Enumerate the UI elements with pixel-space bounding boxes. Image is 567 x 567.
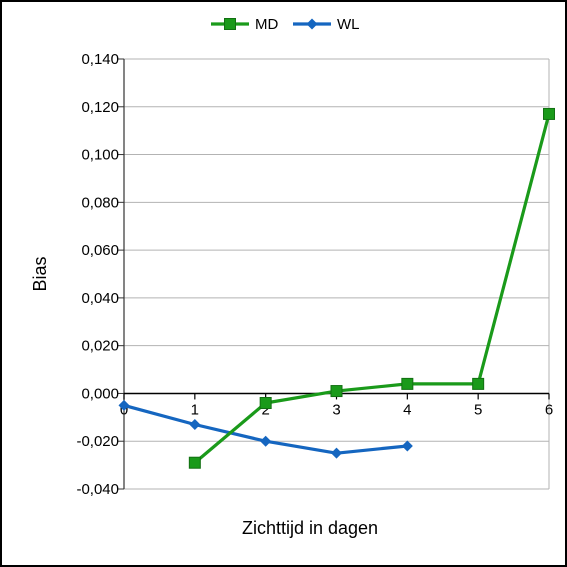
data-point-square	[188, 456, 201, 469]
axes	[118, 58, 550, 490]
data-point-square	[330, 385, 343, 398]
y-tick-label: -0,020	[76, 433, 119, 450]
x-tick-label: 6	[545, 401, 553, 418]
y-tick-label: 0,020	[81, 338, 119, 355]
x-tick-label: 1	[191, 401, 199, 418]
data-point-square	[401, 377, 414, 390]
y-tick-label: 0,060	[81, 242, 119, 259]
y-tick-label: -0,040	[76, 481, 119, 498]
data-series	[118, 107, 555, 469]
series-line-md	[193, 113, 551, 464]
x-axis-title: Zichttijd in dagen	[242, 518, 378, 538]
x-tick-label: 3	[332, 401, 340, 418]
data-point-square	[472, 377, 485, 390]
data-point-diamond	[401, 440, 413, 452]
data-point-square	[259, 397, 272, 409]
data-point-diamond	[118, 399, 130, 411]
legend-label: MD	[255, 16, 278, 33]
y-tick-labels: 0,140 0,120 0,100 0,080 0,060 0,040 0,020 0,000…	[76, 51, 119, 498]
y-tick-label: 0,100	[81, 147, 119, 164]
data-point-diamond	[260, 435, 272, 447]
y-tick-label: 0,040	[81, 290, 119, 307]
data-point-diamond	[189, 419, 201, 430]
data-point-diamond	[306, 18, 318, 30]
legend-item-md: MD	[211, 16, 278, 33]
y-axis-title: Bias	[30, 256, 50, 291]
data-point-square	[543, 107, 555, 120]
series-wl	[118, 399, 413, 459]
y-tick-label: 0,080	[81, 194, 119, 211]
data-point-diamond	[331, 447, 342, 459]
y-tick-label: 0,000	[81, 385, 119, 402]
x-tick-label: 2	[261, 401, 269, 418]
legend-label: WL	[337, 16, 360, 33]
y-tick-label: 0,120	[81, 99, 119, 116]
grid-lines	[124, 58, 550, 490]
x-tick-label: 4	[403, 401, 411, 418]
x-tick-label: 5	[474, 401, 482, 418]
legend-item-wl: WL	[293, 16, 360, 33]
legend: MD WL	[211, 16, 360, 33]
y-tick-label: 0,140	[81, 51, 119, 68]
series-md	[188, 107, 555, 469]
data-point-square	[224, 18, 236, 30]
